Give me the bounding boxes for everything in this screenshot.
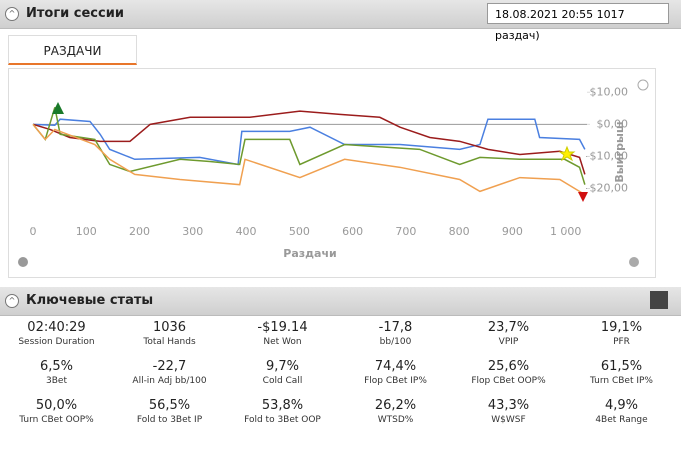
chart-panel: [8, 68, 656, 278]
stat: 74,4% Flop CBet IP%: [339, 359, 452, 386]
stats-title: Ключевые статы: [26, 293, 154, 308]
x-axis-label: Раздачи: [283, 247, 336, 260]
stat: 19,1% PFR: [565, 320, 678, 347]
stat: 1036 Total Hands: [113, 320, 226, 347]
stat-value: 1036: [152, 320, 187, 335]
stat-label: 3Bet: [46, 376, 67, 386]
stat: 50,0% Turn CBet OOP%: [0, 398, 113, 425]
stat-value: 25,6%: [487, 359, 530, 374]
stat-value: 74,4%: [374, 359, 417, 374]
stat-label: Flop CBet OOP%: [471, 376, 546, 386]
x-tick-label: 600: [342, 225, 363, 238]
stat-value: 4,9%: [604, 398, 639, 413]
x-tick-label: 400: [236, 225, 257, 238]
x-tick-label: 700: [395, 225, 416, 238]
stat: 61,5% Turn CBet IP%: [565, 359, 678, 386]
series-line: [32, 118, 586, 166]
stat-label: Cold Call: [262, 376, 303, 386]
stat: -22,7 All-in Adj bb/100: [113, 359, 226, 386]
stats-header: ^ Ключевые статы: [0, 287, 681, 316]
stat: 23,7% VPIP: [452, 320, 565, 347]
stat-value: 61,5%: [600, 359, 643, 374]
stat-label: bb/100: [379, 337, 412, 347]
info-icon[interactable]: [629, 257, 639, 267]
stat-value: 26,2%: [374, 398, 417, 413]
x-tick-label: 0: [30, 225, 37, 238]
x-tick-label: 300: [182, 225, 203, 238]
stat-label: Turn CBet IP%: [590, 376, 653, 386]
max-marker: [52, 102, 64, 114]
stat: 25,6% Flop CBet OOP%: [452, 359, 565, 386]
x-tick-label: 500: [289, 225, 310, 238]
stat-label: Net Won: [263, 337, 302, 347]
x-tick-label: 200: [129, 225, 150, 238]
stat: 6,5% 3Bet: [0, 359, 113, 386]
series-line: [32, 110, 586, 175]
stat-value: 9,7%: [265, 359, 300, 374]
stat-value: 6,5%: [39, 359, 74, 374]
header-title: Итоги сессии: [26, 6, 124, 21]
stat-label: Session Duration: [18, 337, 95, 347]
stat-value: -22,7: [152, 359, 187, 374]
stats-grid: 02:40:29 Session Duration 1036 Total Hands -…: [0, 320, 681, 425]
stat: 56,5% Fold to 3Bet IP: [113, 398, 226, 425]
stat-label: W$WSF: [491, 415, 526, 425]
x-tick-label: 100: [76, 225, 97, 238]
y-tick-label: -$10,00: [586, 149, 628, 162]
y-axis-label: Выигрыш: [613, 121, 626, 182]
stat-label: Flop CBet IP%: [364, 376, 427, 386]
stat-label: PFR: [613, 337, 630, 347]
stat-label: 4Bet Range: [595, 415, 648, 425]
star-marker: [558, 145, 576, 162]
stat: 53,8% Fold to 3Bet OOP: [226, 398, 339, 425]
stat-value: 56,5%: [148, 398, 191, 413]
stat-value: 02:40:29: [27, 320, 86, 335]
stat-label: VPIP: [498, 337, 519, 347]
stat-label: Total Hands: [143, 337, 196, 347]
stat-label: Fold to 3Bet IP: [136, 415, 203, 425]
settings-icon[interactable]: [18, 257, 28, 267]
session-select[interactable]: 18.08.2021 20:55 1017 раздач): [487, 3, 669, 42]
stat: -17,8 bb/100: [339, 320, 452, 347]
stat-value: 50,0%: [35, 398, 78, 413]
min-marker: [578, 192, 588, 202]
session-header: ^ Итоги сессии 18.08.2021 20:55 1017 раз…: [0, 0, 681, 42]
layout-button[interactable]: [650, 291, 668, 309]
stat-value: -17,8: [378, 320, 413, 335]
stat: 9,7% Cold Call: [226, 359, 339, 386]
x-tick-label: 800: [449, 225, 470, 238]
y-tick-label: -$20,00: [586, 182, 628, 195]
chart: $10,00 $0,00 -$10,00 -$20,00 0 100 200 300 400 50…: [18, 79, 649, 267]
y-tick-label: $0,00: [597, 117, 629, 130]
zoom-icon[interactable]: [637, 79, 649, 91]
stat-value: -$19.14: [257, 320, 308, 335]
y-tick-label: $10,00: [590, 85, 629, 98]
collapse-icon[interactable]: ^: [5, 7, 19, 21]
stat-label: Turn CBet OOP%: [19, 415, 94, 425]
stat-value: 53,8%: [261, 398, 304, 413]
stat-label: All-in Adj bb/100: [132, 376, 207, 386]
stat: 4,9% 4Bet Range: [565, 398, 678, 425]
stat-value: 43,3%: [487, 398, 530, 413]
stat: 26,2% WTSD%: [339, 398, 452, 425]
x-tick-label: 1 000: [550, 225, 582, 238]
stat: -$19.14 Net Won: [226, 320, 339, 347]
stat-value: 19,1%: [600, 320, 643, 335]
stat: 02:40:29 Session Duration: [0, 320, 113, 347]
stat-value: 23,7%: [487, 320, 530, 335]
tab[interactable]: РАЗДАЧИ: [8, 35, 137, 65]
collapse-icon[interactable]: ^: [5, 294, 19, 308]
stat-label: Fold to 3Bet OOP: [244, 415, 321, 425]
stat: 43,3% W$WSF: [452, 398, 565, 425]
stat-label: WTSD%: [377, 415, 414, 425]
series-line: [32, 123, 586, 196]
x-tick-label: 900: [502, 225, 523, 238]
